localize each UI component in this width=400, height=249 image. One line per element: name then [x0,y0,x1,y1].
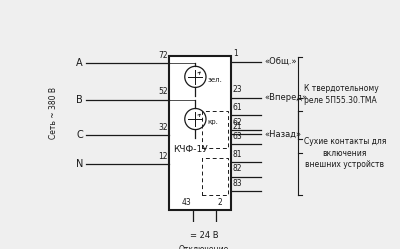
Bar [169,56,231,210]
Text: КЧФ-1У: КЧФ-1У [173,145,208,154]
Text: Сеть ~ 380 В: Сеть ~ 380 В [49,87,58,139]
Text: Сухие контакты для
включения
внешних устройств: Сухие контакты для включения внешних уст… [304,137,386,169]
Text: 21: 21 [233,122,242,131]
Bar [202,158,228,195]
Text: 81: 81 [233,150,242,159]
Text: «Назад»: «Назад» [264,130,302,139]
Text: «Вперед»: «Вперед» [264,93,308,102]
Text: B: B [76,95,83,105]
Text: 32: 32 [158,123,168,132]
Text: 12: 12 [158,152,168,161]
Text: 63: 63 [233,132,243,141]
Text: 82: 82 [233,165,242,174]
Text: 2: 2 [218,198,222,207]
Text: 52: 52 [158,87,168,96]
Text: 23: 23 [233,85,242,94]
Text: 43: 43 [181,198,191,207]
Text: A: A [76,59,83,68]
Text: 1: 1 [233,49,238,58]
Text: 72: 72 [158,51,168,60]
Bar [202,111,228,148]
Text: 61: 61 [233,103,242,112]
Text: 62: 62 [233,118,242,126]
Text: N: N [76,159,83,169]
Text: C: C [76,130,83,140]
Text: = 24 В: = 24 В [190,231,218,240]
Text: К твердотельному
реле 5П55.30.ТМА: К твердотельному реле 5П55.30.ТМА [304,84,378,105]
Text: кр.: кр. [208,119,218,125]
Text: Отключение
блокировки: Отключение блокировки [179,245,229,249]
Text: зел.: зел. [208,77,222,83]
Text: «Общ.»: «Общ.» [264,57,297,66]
Text: 83: 83 [233,179,242,188]
